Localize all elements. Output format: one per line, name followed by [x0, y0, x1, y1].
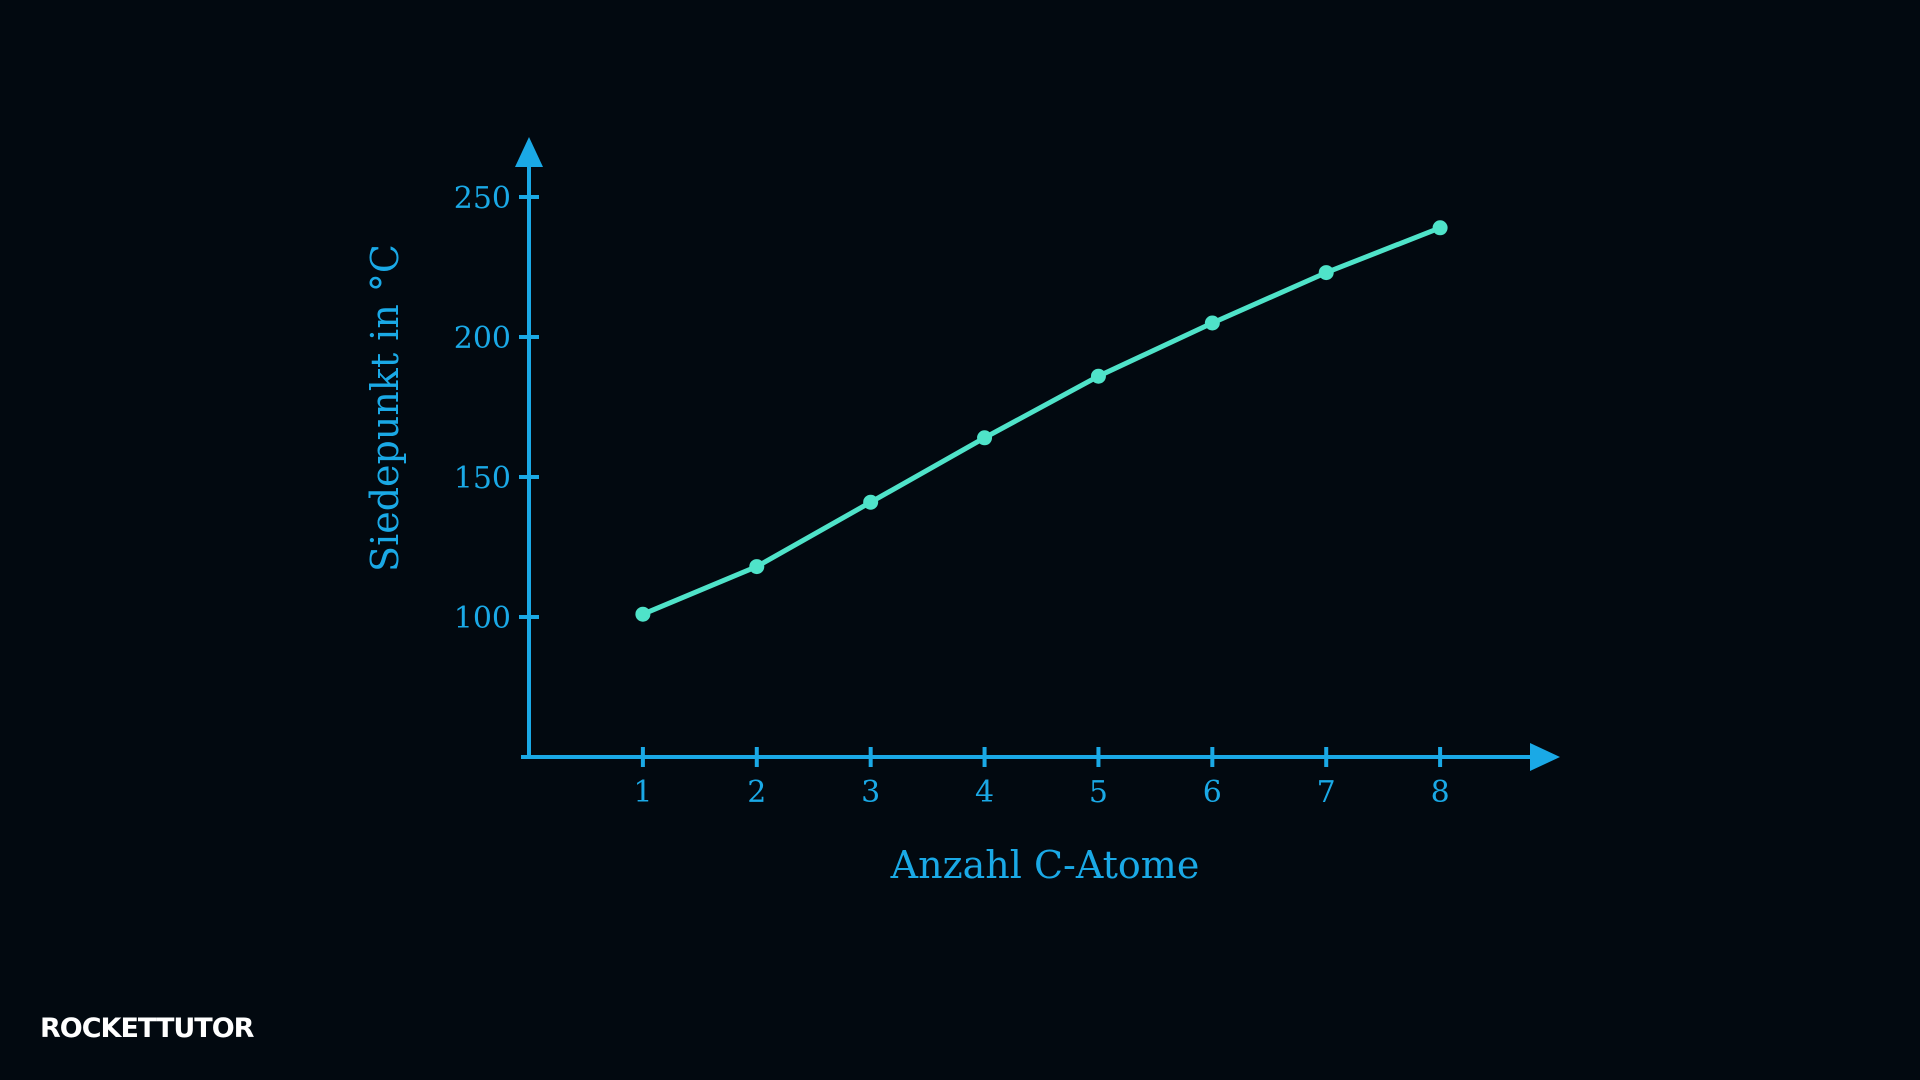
x-tick-label: 6: [1203, 775, 1222, 810]
x-axis-title: Anzahl C-Atome: [890, 843, 1200, 887]
x-tick-label: 8: [1431, 775, 1450, 810]
y-tick-label: 150: [454, 461, 511, 496]
x-axis-arrow: [1530, 743, 1560, 771]
x-tick-label: 1: [633, 775, 652, 810]
x-tick-label: 2: [747, 775, 766, 810]
data-point: [1204, 315, 1220, 331]
y-axis-arrow: [515, 137, 543, 167]
y-tick-label: 200: [454, 321, 511, 356]
data-line: [640, 225, 1443, 617]
data-point: [863, 494, 879, 510]
y-tick-label: 100: [454, 601, 511, 636]
x-tick-label: 3: [861, 775, 880, 810]
data-point: [635, 606, 651, 622]
y-tick-label: 250: [454, 181, 511, 216]
data-point: [1318, 265, 1334, 281]
y-axis-title: Siedepunkt in °C: [363, 244, 407, 572]
x-tick-label: 7: [1317, 775, 1336, 810]
data-point: [749, 559, 765, 575]
logo: ROCKETTUTOR: [40, 1013, 255, 1044]
x-tick-label: 5: [1089, 775, 1108, 810]
x-tick-label: 4: [975, 775, 994, 810]
data-point: [1432, 220, 1448, 236]
data-point: [977, 430, 993, 446]
data-point: [1090, 368, 1106, 384]
